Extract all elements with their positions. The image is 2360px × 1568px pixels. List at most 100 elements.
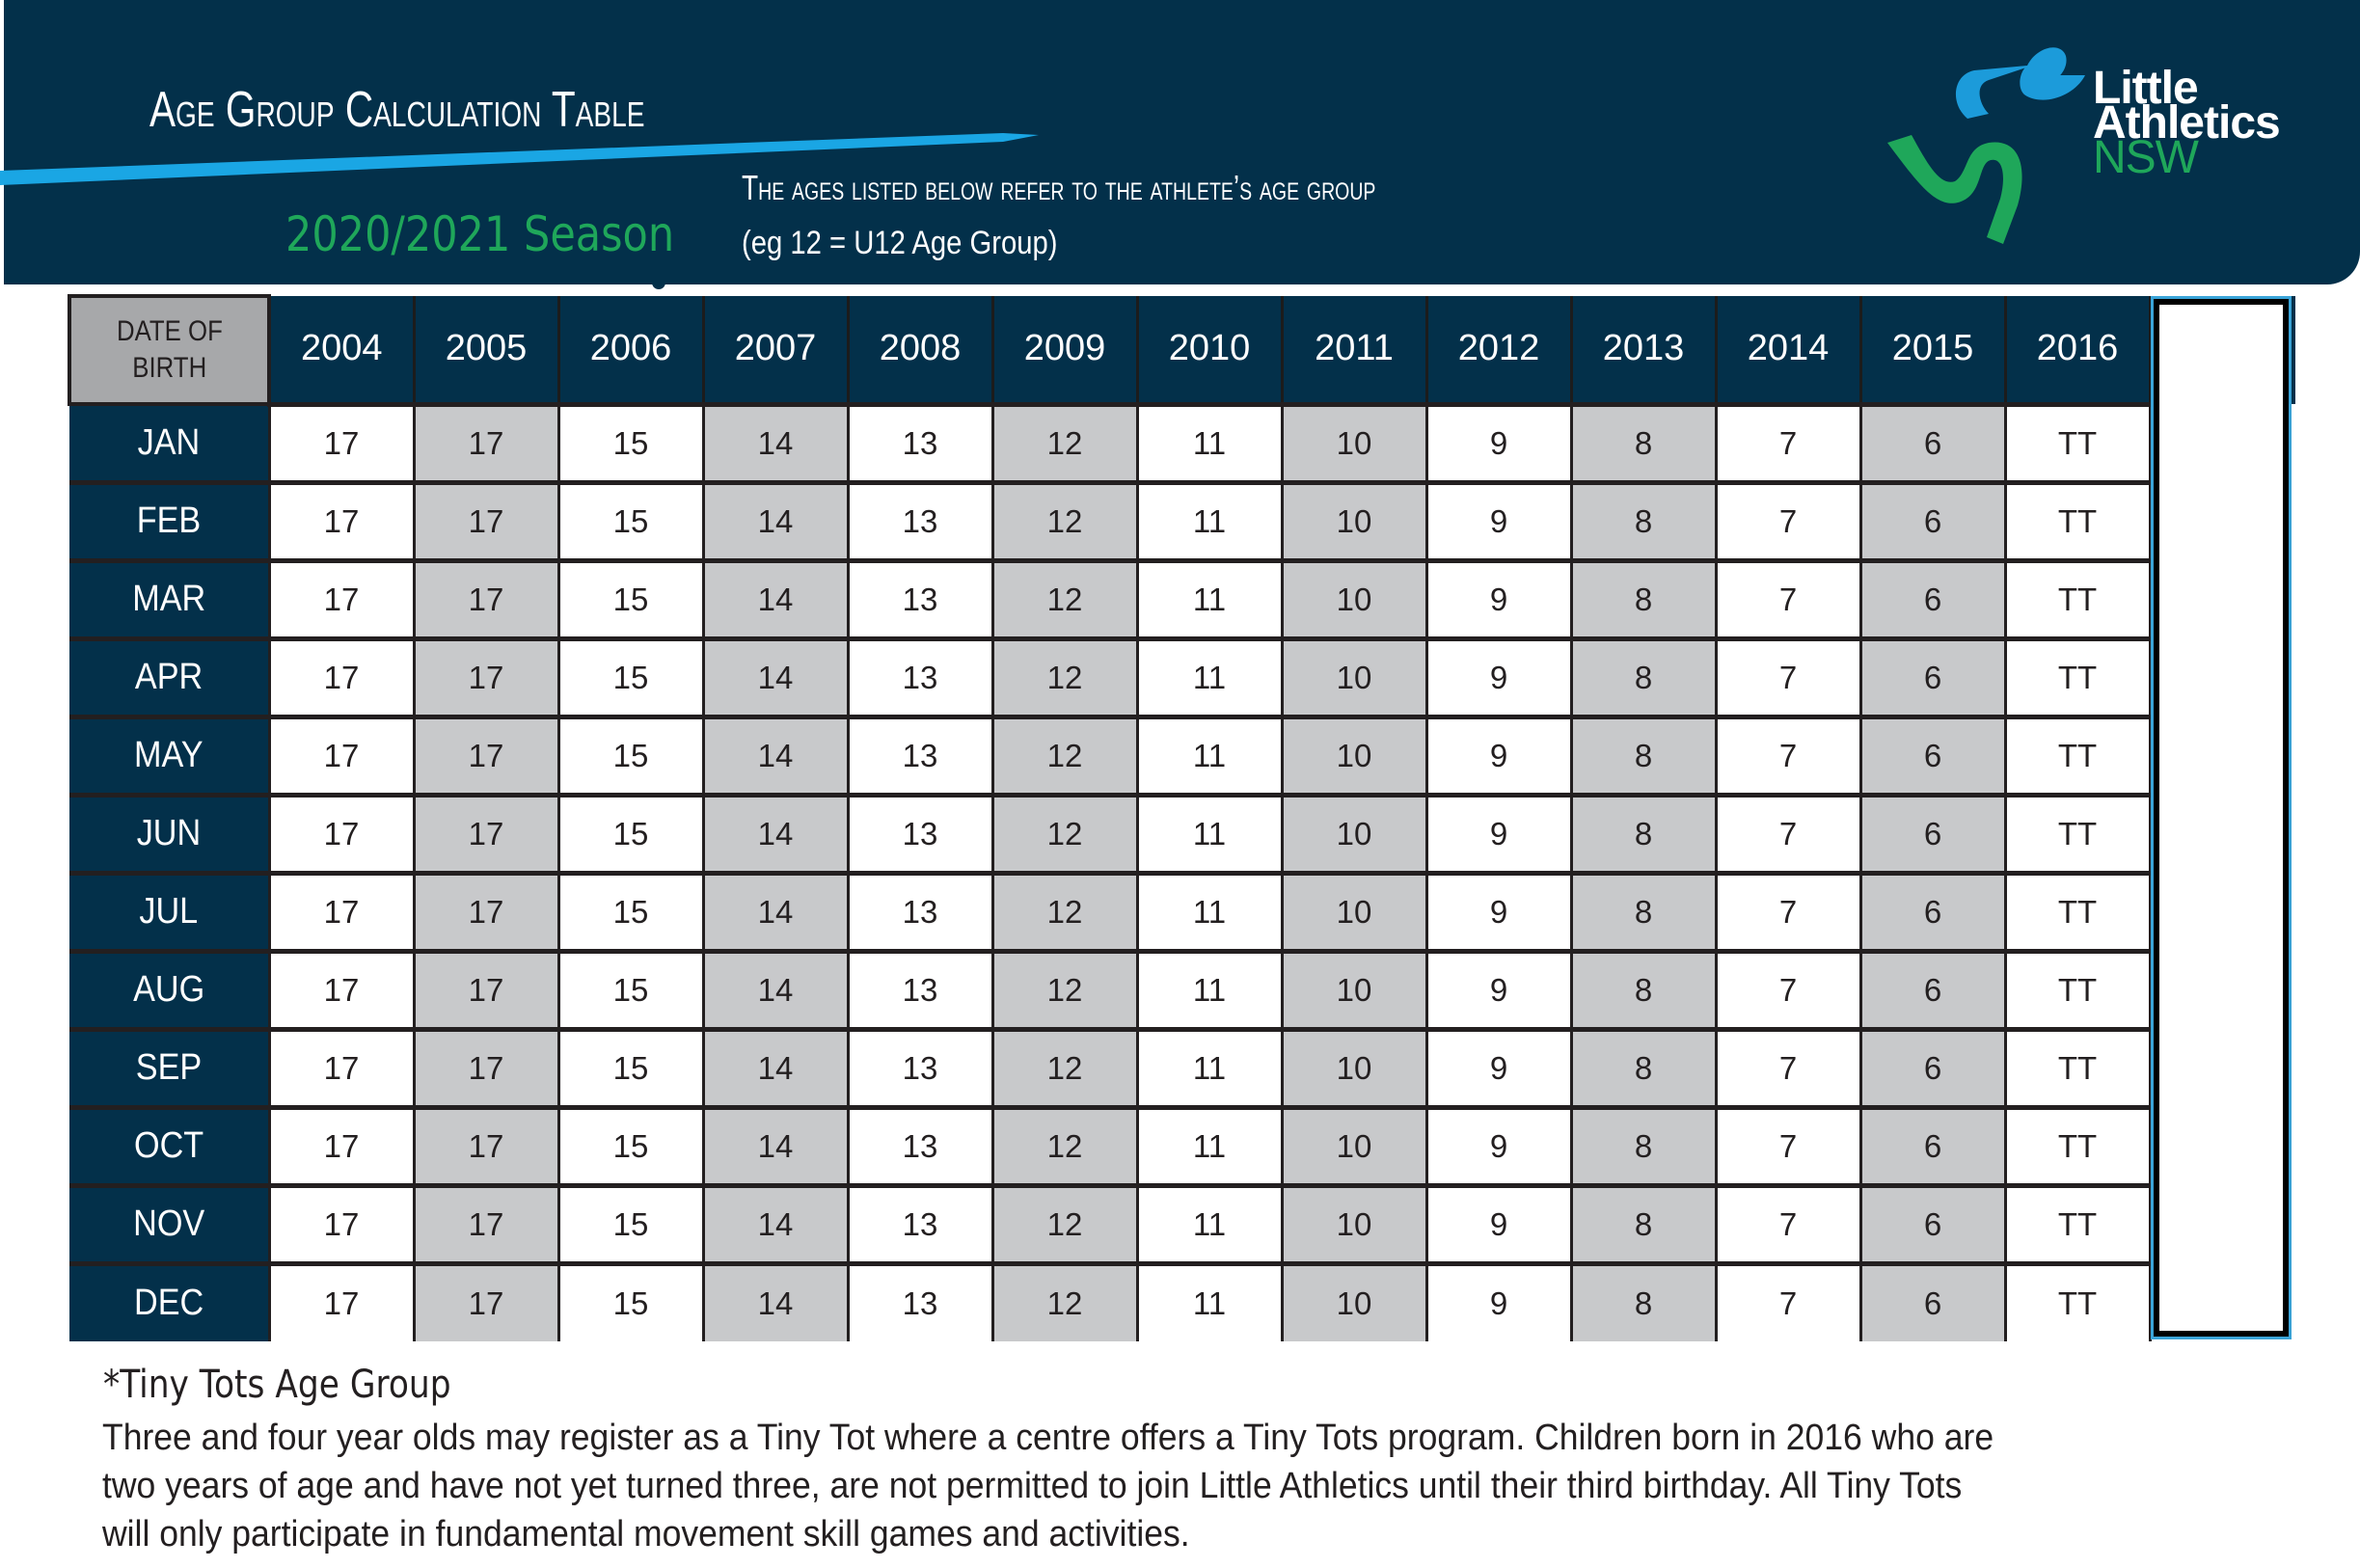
age-cell: 17 — [412, 714, 558, 795]
month-label: MAR — [69, 557, 269, 638]
blue-stripe — [0, 133, 1039, 185]
age-cell: 9 — [1424, 1104, 1571, 1185]
age-cell: 9 — [1424, 714, 1571, 795]
age-cell: 10 — [1280, 1026, 1426, 1107]
age-cell: 13 — [846, 557, 992, 638]
age-cell: 6 — [1858, 1026, 2005, 1107]
age-cell: 17 — [267, 557, 414, 638]
age-cell: 14 — [701, 1104, 848, 1185]
age-cell: 17 — [267, 1260, 414, 1341]
age-cell: 15 — [556, 1026, 703, 1107]
age-cell: 8 — [1569, 792, 1716, 873]
table-row: APR 17 17 15 14 13 12 11 10 9 8 7 6 TT — [69, 635, 2295, 716]
age-cell: 8 — [1569, 714, 1716, 795]
age-cell: 11 — [1135, 401, 1282, 482]
age-cell: 17 — [412, 635, 558, 716]
age-cell: 6 — [1858, 714, 2005, 795]
age-cell: 12 — [990, 1104, 1137, 1185]
month-label: MAY — [69, 714, 269, 795]
month-text: NOV — [132, 1203, 204, 1244]
month-label: DEC — [69, 1260, 269, 1341]
age-cell: 9 — [1424, 1260, 1571, 1341]
age-cell: 12 — [990, 792, 1137, 873]
age-cell: 13 — [846, 1182, 992, 1263]
month-text: MAR — [131, 579, 205, 619]
table-row: MAR 17 17 15 14 13 12 11 10 9 8 7 6 TT — [69, 557, 2295, 638]
year-header: 2016 — [2003, 296, 2150, 404]
age-cell: 12 — [990, 870, 1137, 951]
age-cell: 12 — [990, 557, 1137, 638]
age-cell: 9 — [1424, 401, 1571, 482]
table-row: NOV 17 17 15 14 13 12 11 10 9 8 7 6 TT — [69, 1182, 2295, 1263]
age-cell: 8 — [1569, 870, 1716, 951]
month-label: APR — [69, 635, 269, 716]
age-cell: 9 — [1424, 1182, 1571, 1263]
age-cell: 17 — [412, 557, 558, 638]
year-header: 2014 — [1714, 296, 1860, 404]
footnote-line: Three and four year olds may register as… — [102, 1418, 1994, 1458]
age-cell: 17 — [267, 792, 414, 873]
age-cell: TT — [2003, 1182, 2150, 1263]
age-cell: 11 — [1135, 870, 1282, 951]
age-cell: 13 — [846, 479, 992, 560]
year-header: 2015 — [1858, 296, 2005, 404]
age-cell: 17 — [267, 1026, 414, 1107]
age-cell: 9 — [1424, 1026, 1571, 1107]
age-cell: TT — [2003, 948, 2150, 1029]
month-text: APR — [134, 657, 203, 697]
age-cell: 10 — [1280, 870, 1426, 951]
age-cell: 10 — [1280, 557, 1426, 638]
dob-line1: DATE OF — [116, 315, 223, 347]
month-text: AUG — [132, 969, 204, 1010]
age-cell: 12 — [990, 1026, 1137, 1107]
age-cell: 11 — [1135, 792, 1282, 873]
age-cell: 13 — [846, 1026, 992, 1107]
age-cell: 8 — [1569, 1182, 1716, 1263]
header-banner — [4, 0, 2360, 284]
age-cell: TT — [2003, 401, 2150, 482]
month-text: FEB — [136, 500, 202, 541]
footnote-line: will only participate in fundamental mov… — [102, 1514, 1190, 1554]
age-cell: 10 — [1280, 401, 1426, 482]
month-text: JAN — [137, 421, 201, 463]
age-cell: 13 — [846, 635, 992, 716]
age-cell: 6 — [1858, 401, 2005, 482]
age-cell: 8 — [1569, 1104, 1716, 1185]
age-cell: 13 — [846, 1104, 992, 1185]
age-cell: 6 — [1858, 948, 2005, 1029]
age-cell: TT — [2003, 635, 2150, 716]
age-cell: 14 — [701, 714, 848, 795]
age-cell: 15 — [556, 792, 703, 873]
footnote-line: two years of age and have not yet turned… — [102, 1466, 1963, 1506]
age-cell: 9 — [1424, 557, 1571, 638]
dob-line2: BIRTH — [132, 352, 206, 384]
age-cell: 17 — [267, 714, 414, 795]
year-header: 2005 — [412, 296, 558, 404]
age-cell: 7 — [1714, 557, 1860, 638]
age-cell: 7 — [1714, 1182, 1860, 1263]
month-text: DEC — [133, 1283, 203, 1324]
table-row: JAN 17 17 15 14 13 12 11 10 9 8 7 6 TT — [69, 401, 2295, 482]
age-cell: 10 — [1280, 1260, 1426, 1341]
age-cell: 17 — [412, 1260, 558, 1341]
age-cell: 10 — [1280, 714, 1426, 795]
age-cell: 12 — [990, 1260, 1137, 1341]
age-cell: 6 — [1858, 1260, 2005, 1341]
age-cell: 12 — [990, 479, 1137, 560]
age-cell: 7 — [1714, 948, 1860, 1029]
age-cell: 11 — [1135, 557, 1282, 638]
table-row: JUN 17 17 15 14 13 12 11 10 9 8 7 6 TT — [69, 792, 2295, 873]
age-cell: 9 — [1424, 792, 1571, 873]
age-cell: 7 — [1714, 635, 1860, 716]
age-cell: 15 — [556, 948, 703, 1029]
age-cell: 13 — [846, 401, 992, 482]
age-cell: 13 — [846, 1260, 992, 1341]
year-header: 2010 — [1135, 296, 1282, 404]
age-cell: 14 — [701, 401, 848, 482]
month-text: JUL — [139, 891, 199, 932]
year-header: 2013 — [1569, 296, 1716, 404]
age-note: The ages listed below refer to the athle… — [742, 168, 1376, 207]
age-cell: 8 — [1569, 1026, 1716, 1107]
age-cell: 10 — [1280, 1182, 1426, 1263]
age-cell: 15 — [556, 1260, 703, 1341]
